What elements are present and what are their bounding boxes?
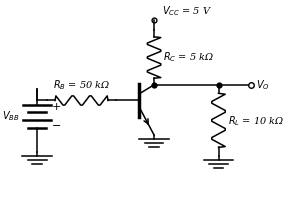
Text: $R_C$ = 5 kΩ: $R_C$ = 5 kΩ xyxy=(163,51,215,64)
Text: −: − xyxy=(52,121,61,131)
Text: $V_O$: $V_O$ xyxy=(256,78,270,92)
Text: +: + xyxy=(52,102,61,112)
Text: $V_{CC}$ = 5 V: $V_{CC}$ = 5 V xyxy=(162,4,212,18)
Text: $R_L$ = 10 kΩ: $R_L$ = 10 kΩ xyxy=(228,114,284,128)
Text: $V_{BB}$: $V_{BB}$ xyxy=(2,109,20,123)
Text: $R_B$ = 50 kΩ: $R_B$ = 50 kΩ xyxy=(53,78,110,92)
